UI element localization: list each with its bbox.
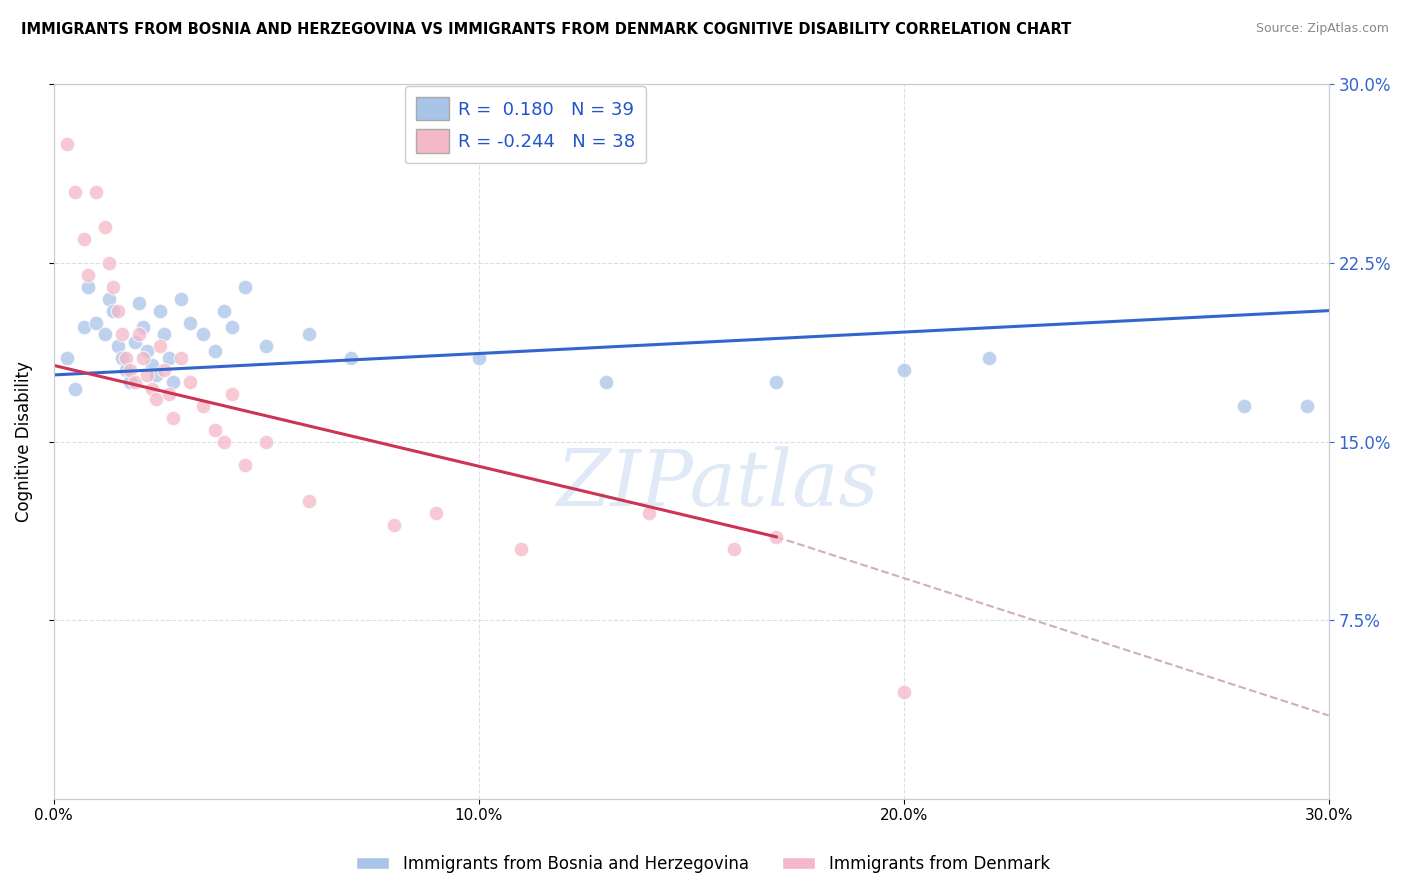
- Point: [298, 327, 321, 342]
- Point: [86, 185, 108, 199]
- Legend: Immigrants from Bosnia and Herzegovina, Immigrants from Denmark: Immigrants from Bosnia and Herzegovina, …: [350, 848, 1056, 880]
- Point: [115, 363, 138, 377]
- Point: [72, 320, 94, 334]
- Point: [340, 351, 363, 366]
- Point: [120, 363, 142, 377]
- Point: [233, 280, 256, 294]
- Point: [179, 375, 201, 389]
- Text: IMMIGRANTS FROM BOSNIA AND HERZEGOVINA VS IMMIGRANTS FROM DENMARK COGNITIVE DISA: IMMIGRANTS FROM BOSNIA AND HERZEGOVINA V…: [21, 22, 1071, 37]
- Point: [132, 320, 155, 334]
- Point: [63, 382, 86, 396]
- Point: [157, 387, 180, 401]
- Point: [179, 316, 201, 330]
- Point: [76, 280, 98, 294]
- Point: [254, 339, 277, 353]
- Point: [111, 327, 134, 342]
- Point: [128, 296, 150, 310]
- Text: Source: ZipAtlas.com: Source: ZipAtlas.com: [1256, 22, 1389, 36]
- Y-axis label: Cognitive Disability: Cognitive Disability: [15, 361, 32, 522]
- Point: [149, 339, 172, 353]
- Point: [637, 506, 659, 520]
- Point: [141, 382, 163, 396]
- Point: [723, 541, 745, 556]
- Point: [298, 494, 321, 508]
- Point: [170, 351, 193, 366]
- Point: [94, 220, 117, 235]
- Point: [233, 458, 256, 473]
- Point: [204, 423, 226, 437]
- Point: [107, 303, 129, 318]
- Point: [98, 292, 121, 306]
- Point: [145, 368, 167, 382]
- Point: [425, 506, 447, 520]
- Point: [204, 344, 226, 359]
- Point: [63, 185, 86, 199]
- Point: [136, 344, 159, 359]
- Point: [153, 327, 176, 342]
- Point: [120, 375, 142, 389]
- Legend: R =  0.180   N = 39, R = -0.244   N = 38: R = 0.180 N = 39, R = -0.244 N = 38: [405, 87, 645, 163]
- Point: [124, 375, 146, 389]
- Point: [76, 268, 98, 282]
- Point: [212, 303, 235, 318]
- Point: [765, 530, 787, 544]
- Point: [55, 351, 77, 366]
- Point: [55, 136, 77, 151]
- Point: [94, 327, 117, 342]
- Point: [136, 368, 159, 382]
- Point: [162, 375, 184, 389]
- Point: [132, 351, 155, 366]
- Point: [103, 280, 125, 294]
- Point: [149, 303, 172, 318]
- Point: [157, 351, 180, 366]
- Point: [191, 399, 214, 413]
- Text: ZIPatlas: ZIPatlas: [555, 446, 877, 523]
- Point: [1296, 399, 1319, 413]
- Point: [221, 387, 243, 401]
- Point: [124, 334, 146, 349]
- Point: [170, 292, 193, 306]
- Point: [595, 375, 617, 389]
- Point: [893, 684, 915, 698]
- Point: [382, 517, 405, 532]
- Point: [191, 327, 214, 342]
- Point: [977, 351, 1000, 366]
- Point: [221, 320, 243, 334]
- Point: [254, 434, 277, 449]
- Point: [98, 256, 121, 270]
- Point: [72, 232, 94, 246]
- Point: [141, 359, 163, 373]
- Point: [86, 316, 108, 330]
- Point: [153, 363, 176, 377]
- Point: [468, 351, 491, 366]
- Point: [107, 339, 129, 353]
- Point: [765, 375, 787, 389]
- Point: [115, 351, 138, 366]
- Point: [510, 541, 533, 556]
- Point: [212, 434, 235, 449]
- Point: [162, 410, 184, 425]
- Point: [1233, 399, 1256, 413]
- Point: [145, 392, 167, 406]
- Point: [111, 351, 134, 366]
- Point: [103, 303, 125, 318]
- Point: [128, 327, 150, 342]
- Point: [893, 363, 915, 377]
